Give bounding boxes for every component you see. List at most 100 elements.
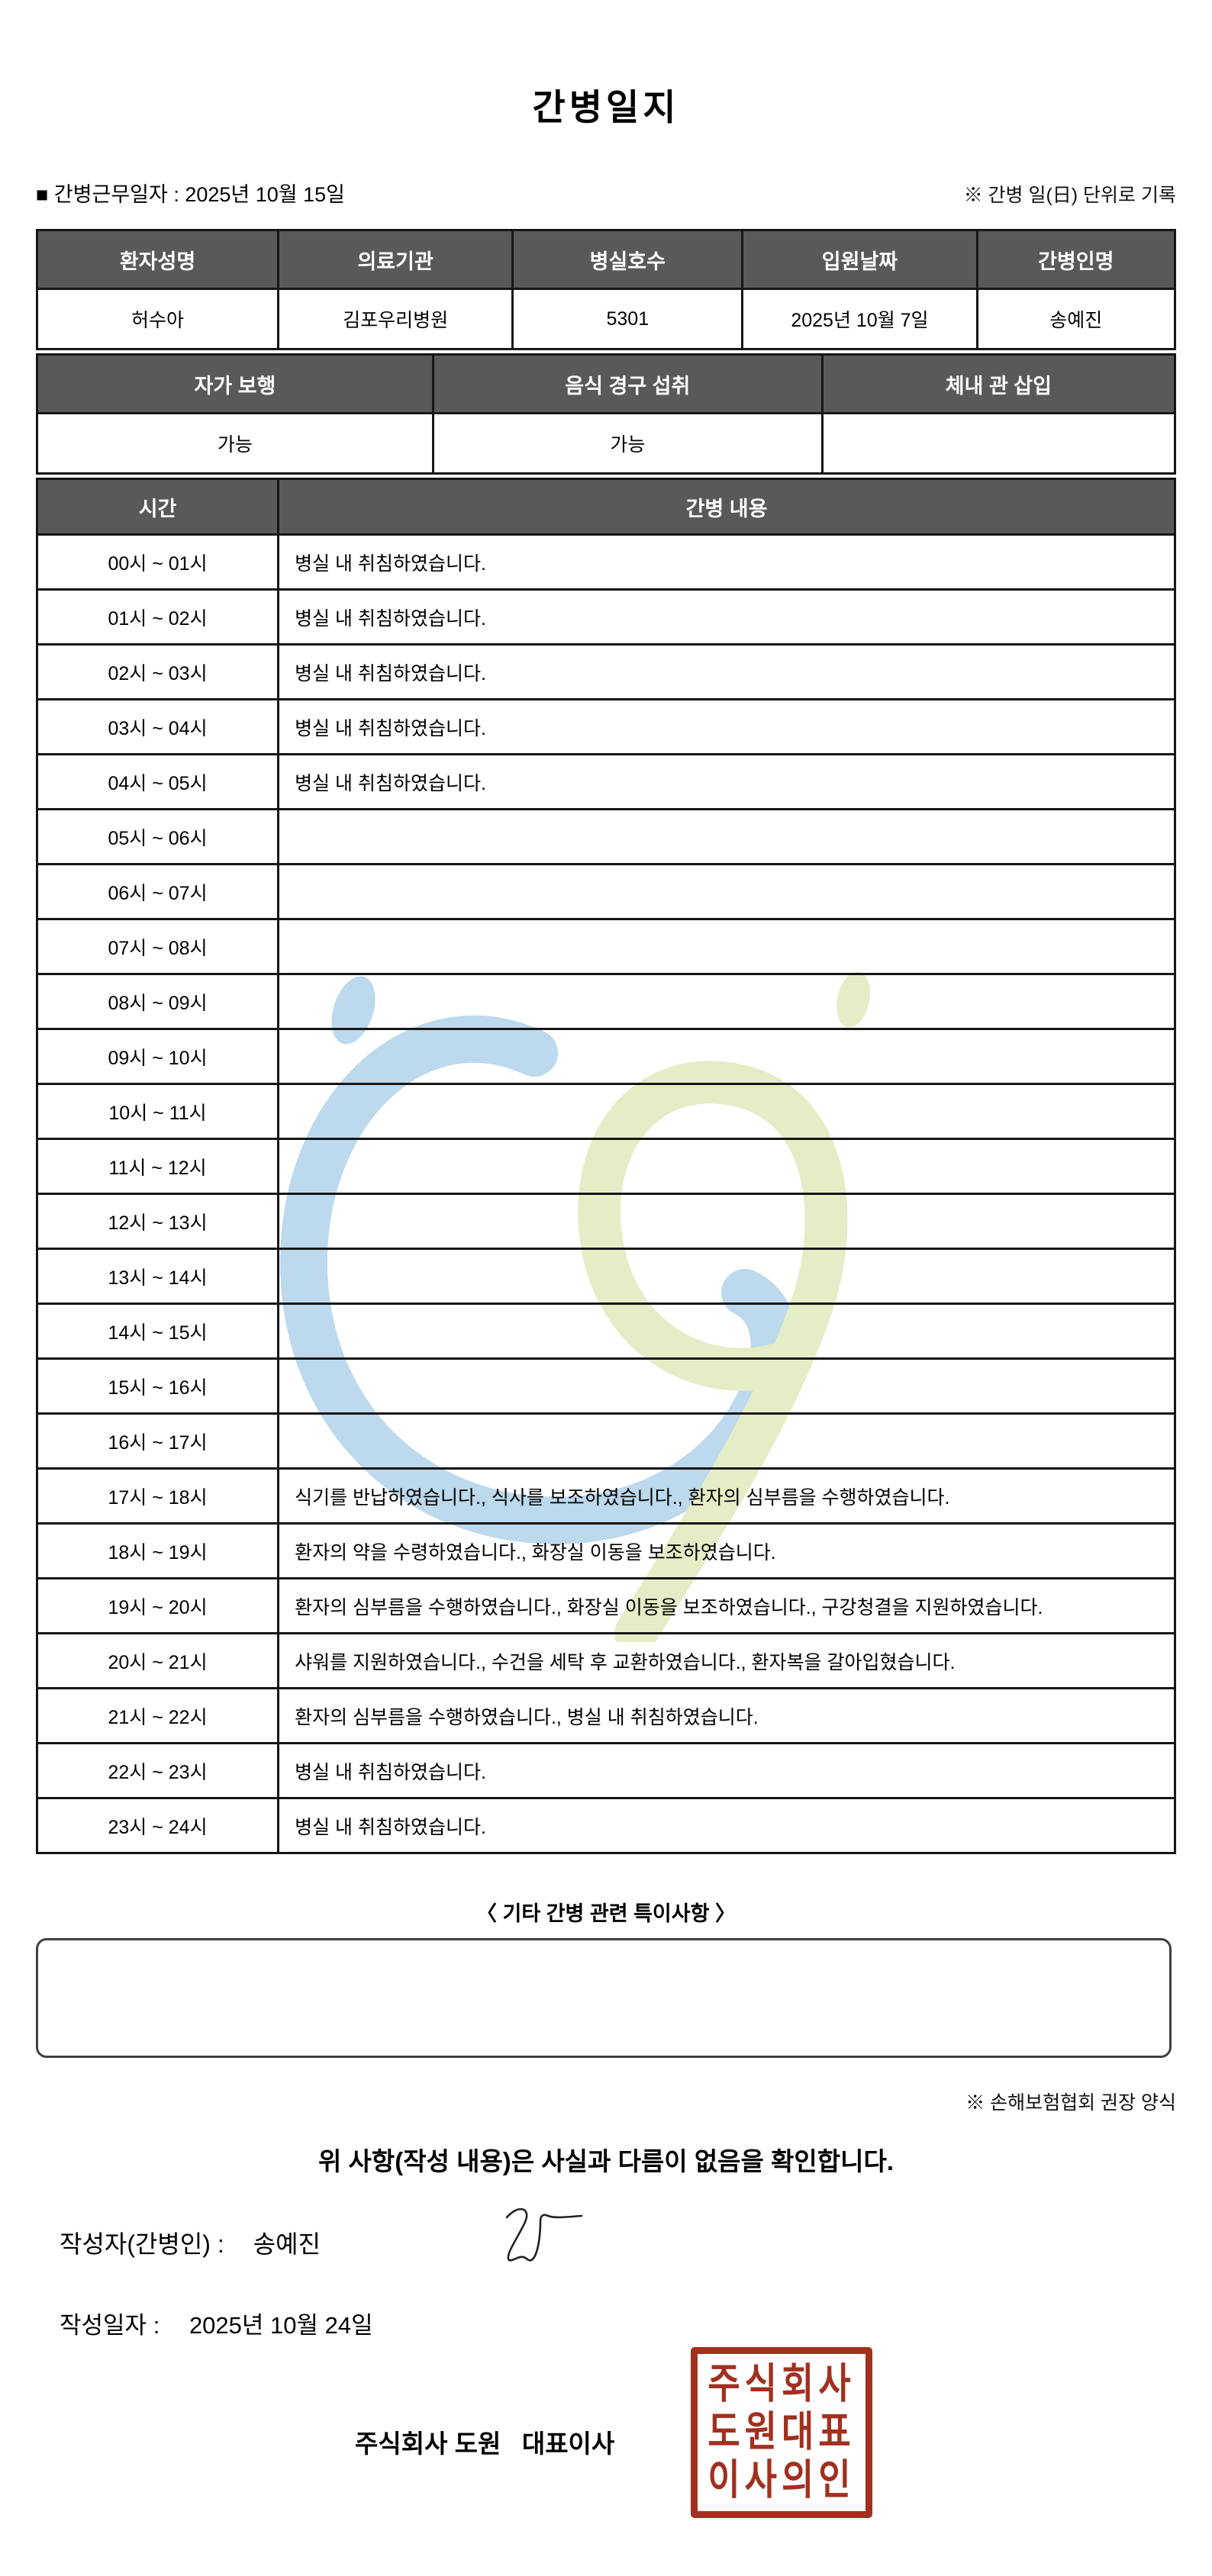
care-log-content-8: [277, 973, 1176, 1030]
work-date-line: ■ 간병근무일자 : 2025년 10월 15일: [36, 183, 346, 206]
care-log-row-1: 01시 ~ 02시 병실 내 취침하였습니다.: [35, 588, 1176, 646]
care-log-table: 시간 간병 내용 00시 ~ 01시 병실 내 취침하였습니다. 01시 ~ 02시…: [35, 478, 1176, 1854]
time-column-header: 시간: [35, 478, 280, 536]
care-log-row-10: 10시 ~ 11시: [35, 1083, 1176, 1140]
writer-label: 작성자(간병인) :: [60, 2230, 224, 2258]
care-log-content-3: 병실 내 취침하였습니다.: [277, 698, 1176, 755]
care-log-time-17: 17시 ~ 18시: [35, 1467, 280, 1525]
care-log-time-1: 01시 ~ 02시: [35, 588, 280, 646]
care-log-row-16: 16시 ~ 17시: [35, 1412, 1176, 1470]
stamp-line-1: 도원대표: [708, 2409, 856, 2455]
care-log-content-11: [277, 1138, 1176, 1195]
care-log-content-5: [277, 808, 1176, 865]
care-log-time-20: 20시 ~ 21시: [35, 1632, 280, 1689]
care-log-content-14: [277, 1302, 1176, 1360]
care-log-row-21: 21시 ~ 22시 환자의 심부름을 수행하였습니다., 병실 내 취침하였습니다…: [35, 1687, 1176, 1744]
care-log-content-13: [277, 1248, 1176, 1305]
patient-info-header-row: 환자성명 의료기관 병실호수 입원날짜 간병인명: [35, 229, 1177, 290]
patient-status-header-row: 자가 보행 음식 경구 섭취 체내 관 삽입: [36, 353, 1177, 414]
care-log-row-20: 20시 ~ 21시 샤워를 지원하였습니다., 수건을 세탁 후 교환하였습니다.…: [35, 1632, 1176, 1689]
care-log-content-23: 병실 내 취침하였습니다.: [277, 1797, 1176, 1854]
care-log-row-6: 06시 ~ 07시: [35, 863, 1176, 920]
care-log-row-7: 07시 ~ 08시: [35, 918, 1176, 975]
care-log-row-4: 04시 ~ 05시 병실 내 취침하였습니다.: [35, 753, 1176, 810]
care-log-row-12: 12시 ~ 13시: [35, 1193, 1176, 1250]
care-log-time-22: 22시 ~ 23시: [35, 1742, 280, 1799]
patient-info-header-0: 환자성명: [35, 229, 280, 290]
care-log-content-22: 병실 내 취침하였습니다.: [277, 1742, 1176, 1799]
patient-status-header-1: 음식 경구 섭취: [431, 353, 824, 414]
care-log-content-20: 샤워를 지원하였습니다., 수건을 세탁 후 교환하였습니다., 환자복을 갈아…: [277, 1632, 1176, 1689]
care-log-row-17: 17시 ~ 18시 식기를 반납하였습니다., 식사를 보조하였습니다., 환자의…: [35, 1467, 1176, 1525]
stamp-line-2: 이사의인: [708, 2457, 856, 2504]
writer-name: 송예진: [253, 2230, 321, 2258]
writer-signature-icon: [488, 2204, 633, 2284]
page-title: 간병일지: [532, 87, 680, 127]
care-log-row-18: 18시 ~ 19시 환자의 약을 수령하였습니다., 화장실 이동을 보조하였습니…: [35, 1522, 1176, 1579]
patient-status-value-2: [820, 412, 1177, 475]
care-log-content-12: [277, 1193, 1176, 1250]
care-log-time-18: 18시 ~ 19시: [35, 1522, 280, 1579]
care-log-time-16: 16시 ~ 17시: [35, 1412, 280, 1470]
patient-status-header-2: 체내 관 삽입: [820, 353, 1177, 414]
care-log-time-8: 08시 ~ 09시: [35, 973, 280, 1030]
care-log-time-9: 09시 ~ 10시: [35, 1028, 280, 1085]
patient-info-value-2: 5301: [511, 288, 744, 350]
patient-status-value-1: 가능: [431, 412, 824, 475]
care-log-content-10: [277, 1083, 1176, 1140]
writer-row: 작성자(간병인) : 송예진: [60, 2225, 321, 2260]
care-log-time-21: 21시 ~ 22시: [35, 1687, 280, 1744]
patient-info-value-4: 송예진: [975, 288, 1177, 350]
care-log-time-3: 03시 ~ 04시: [35, 698, 280, 755]
care-log-row-13: 13시 ~ 14시: [35, 1248, 1176, 1305]
care-log-time-4: 04시 ~ 05시: [35, 753, 280, 810]
patient-info-header-2: 병실호수: [511, 229, 744, 290]
patient-status-value-0: 가능: [36, 412, 434, 475]
tables-block: 환자성명 의료기관 병실호수 입원날짜 간병인명 허수아 김포우리병원 5301 2025년 …: [35, 229, 1177, 1854]
care-log-header-row: 시간 간병 내용: [35, 478, 1176, 536]
care-log-time-5: 05시 ~ 06시: [35, 808, 280, 865]
care-log-row-8: 08시 ~ 09시: [35, 973, 1176, 1030]
care-log-content-9: [277, 1028, 1176, 1085]
care-log-content-2: 병실 내 취침하였습니다.: [277, 643, 1176, 700]
care-log-row-23: 23시 ~ 24시 병실 내 취침하였습니다.: [35, 1797, 1176, 1854]
care-log-time-10: 10시 ~ 11시: [35, 1083, 280, 1140]
care-log-content-15: [277, 1357, 1176, 1415]
patient-info-value-1: 김포우리병원: [277, 288, 514, 350]
care-log-time-19: 19시 ~ 20시: [35, 1577, 280, 1634]
care-log-time-12: 12시 ~ 13시: [35, 1193, 280, 1250]
care-log-content-1: 병실 내 취침하였습니다.: [277, 588, 1176, 646]
patient-info-table: 환자성명 의료기관 병실호수 입원날짜 간병인명 허수아 김포우리병원 5301 2025년 …: [35, 229, 1177, 350]
care-log-row-3: 03시 ~ 04시 병실 내 취침하였습니다.: [35, 698, 1176, 755]
care-log-content-18: 환자의 약을 수령하였습니다., 화장실 이동을 보조하였습니다.: [277, 1522, 1176, 1579]
care-log-content-0: 병실 내 취침하였습니다.: [277, 533, 1176, 591]
care-log-time-7: 07시 ~ 08시: [35, 918, 280, 975]
care-log-time-15: 15시 ~ 16시: [35, 1357, 280, 1415]
care-log-time-2: 02시 ~ 03시: [35, 643, 280, 700]
company-line: 주식회사 도원 대표이사: [355, 2429, 615, 2458]
patient-info-value-3: 2025년 10월 7일: [741, 288, 978, 350]
care-log-time-11: 11시 ~ 12시: [35, 1138, 280, 1195]
patient-info-header-1: 의료기관: [277, 229, 514, 290]
date-row: 작성일자 : 2025년 10월 24일: [60, 2306, 373, 2340]
patient-status-table: 자가 보행 음식 경구 섭취 체내 관 삽입 가능 가능: [36, 353, 1177, 475]
content-column-header: 간병 내용: [277, 478, 1176, 536]
patient-info-header-4: 간병인명: [975, 229, 1177, 290]
care-log-content-4: 병실 내 취침하였습니다.: [277, 753, 1176, 810]
company-seal-stamp: 주식회사 도원대표 이사의인: [691, 2347, 872, 2518]
care-log-content-21: 환자의 심부름을 수행하였습니다., 병실 내 취침하였습니다.: [277, 1687, 1176, 1744]
confirmation-statement: 위 사항(작성 내용)은 사실과 다름이 없음을 확인합니다.: [318, 2147, 894, 2175]
care-log-content-16: [277, 1412, 1176, 1470]
care-log-time-6: 06시 ~ 07시: [35, 863, 280, 920]
care-log-time-23: 23시 ~ 24시: [35, 1797, 280, 1854]
patient-info-header-3: 입원날짜: [741, 229, 978, 290]
patient-status-header-0: 자가 보행: [36, 353, 434, 414]
stamp-line-0: 주식회사: [708, 2361, 856, 2407]
meta-row: ■ 간병근무일자 : 2025년 10월 15일 ※ 간병 일(日) 단위로 기…: [36, 178, 1176, 208]
extra-notes-box[interactable]: [36, 1938, 1172, 2058]
care-log-row-14: 14시 ~ 15시: [35, 1302, 1176, 1360]
care-log-content-19: 환자의 심부름을 수행하였습니다., 화장실 이동을 보조하였습니다., 구강청…: [277, 1577, 1176, 1634]
care-log-row-5: 05시 ~ 06시: [35, 808, 1176, 865]
care-log-row-9: 09시 ~ 10시: [35, 1028, 1176, 1085]
